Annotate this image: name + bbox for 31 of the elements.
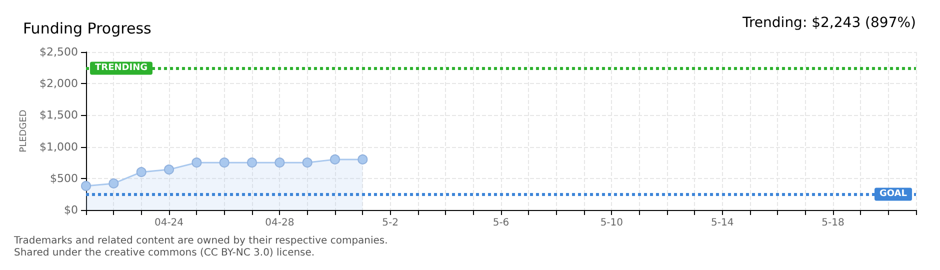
point	[302, 158, 312, 168]
x-tick-label: 04-28	[265, 218, 294, 228]
chart-title: Funding Progress	[23, 20, 152, 38]
text: Trademarks and related content are owned by their respective companies.	[13, 236, 388, 246]
y-axis-title: PLEDGED	[19, 110, 30, 152]
point	[358, 154, 368, 164]
point	[108, 178, 119, 188]
point	[136, 167, 146, 178]
point	[274, 158, 285, 168]
y-tick-label: $2,500	[40, 46, 78, 58]
y-tick-label: $1,000	[40, 140, 78, 154]
point	[330, 154, 340, 164]
y-tick-label: $2,000	[40, 77, 78, 90]
ref-line-label: TRENDING	[95, 63, 148, 74]
y-tick-label: $500	[50, 172, 78, 185]
x-tick-label: 04-24	[154, 218, 184, 228]
x-tick-label: 5-10	[600, 218, 624, 228]
text: Trending: $2,243 (897%)	[741, 15, 916, 31]
point	[247, 158, 257, 168]
point	[192, 158, 202, 168]
x-tick-label: 5-2	[382, 218, 399, 228]
text: Shared under the creative commons (CC BY-NC 3.0) license.	[14, 248, 315, 258]
x-tick-label: 5-14	[710, 218, 734, 228]
point	[81, 180, 91, 191]
point	[164, 164, 174, 175]
x-tick-label: 5-18	[822, 218, 844, 228]
y-tick-label: $1,500	[40, 108, 78, 122]
x-tick-label: 5-6	[492, 218, 510, 228]
y-tick-label: $0	[64, 204, 78, 216]
point	[219, 158, 230, 168]
ref-line-label: GOAL	[880, 189, 908, 200]
